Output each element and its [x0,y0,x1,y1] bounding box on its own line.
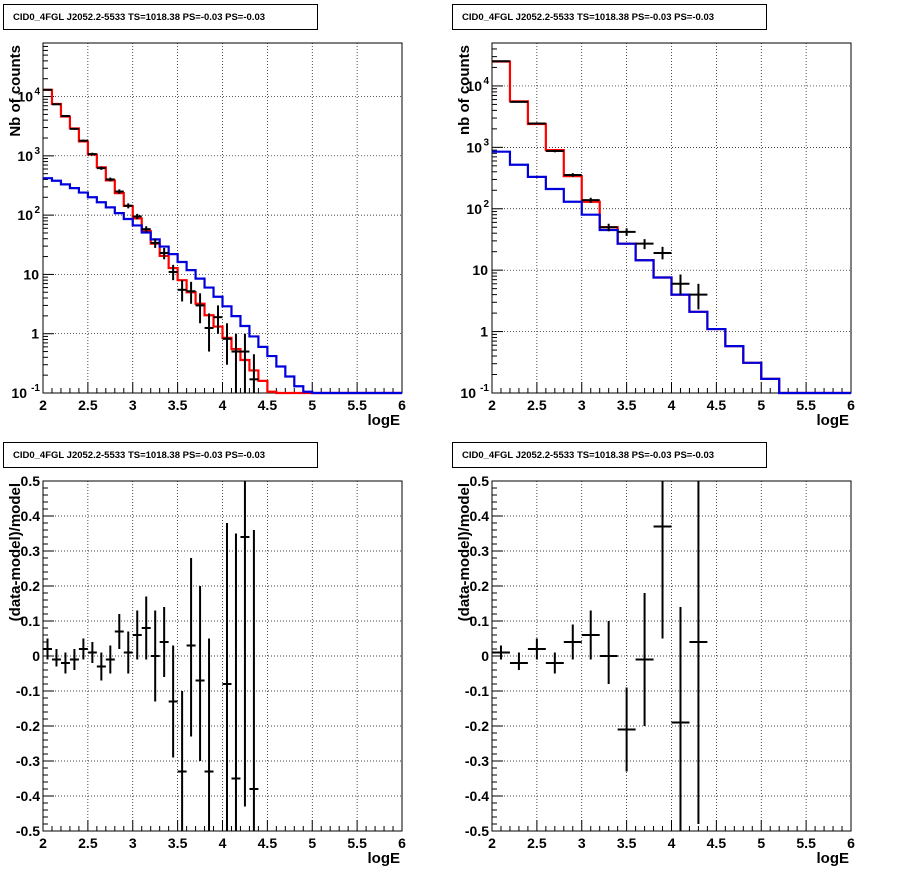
y-tick-label: 0.5 [470,473,490,489]
panel-4-title: CID0_4FGL J2052.2-5533 TS=1018.38 PS=-0.… [452,442,767,468]
panel-3-title: CID0_4FGL J2052.2-5533 TS=1018.38 PS=-0.… [3,442,318,468]
x-tick-label: 2.5 [78,835,98,851]
panel-3: 2 2.5 3 3.5 4 4.5 5 5.5 6 -0.5 -0.4 -0.3 -0.2 -0.1 0 0.… [7,473,406,867]
x-axis-label: logE [817,412,850,429]
panel-1-title: CID0_4FGL J2052.2-5533 TS=1018.38 PS=-0.… [3,4,318,30]
x-tick-label: 6 [398,397,406,413]
y-tick-label: 0.5 [21,473,41,489]
x-tick-label: 3.5 [168,835,188,851]
y-tick-label: -0.1 [16,683,40,699]
x-tick-label: 2.5 [78,397,98,413]
x-tick-label: 5 [757,397,765,413]
x-tick-label: 5 [308,835,316,851]
y-tick-label: 0.1 [470,613,490,629]
y-tick-label: 10 [17,89,33,105]
y-tick-label: 10 [17,148,33,164]
x-tick-label: 2 [39,835,47,851]
x-tick-label: 3 [578,835,586,851]
x-axis-label: logE [368,850,401,867]
panel-4: 2 2.5 3 3.5 4 4.5 5 5.5 6 -0.5 -0.4 -0.3 -0.2 -0.1 0 0.… [456,473,855,867]
x-tick-label: 2.5 [527,835,547,851]
y-tick-label: -0.1 [465,683,489,699]
y-tick-label-exponent: 4 [34,87,40,98]
y-tick-label: 1 [31,326,39,342]
y-tick-label: -0.2 [16,718,40,734]
panel-2-title: CID0_4FGL J2052.2-5533 TS=1018.38 PS=-0.… [452,4,767,30]
y-tick-label: -0.5 [465,823,489,839]
y-tick-label: -0.4 [465,788,489,804]
x-tick-label: 4 [219,397,227,413]
x-tick-label: 5 [757,835,765,851]
y-tick-label-exponent: 3 [483,137,489,148]
y-tick-label: 0.4 [470,508,490,524]
y-axis-label: nb of counts [456,45,473,135]
y-tick-label: 0 [32,648,40,664]
x-tick-label: 6 [847,397,855,413]
x-tick-label: 4.5 [707,835,727,851]
x-tick-label: 4 [668,835,676,851]
x-tick-label: 5 [308,397,316,413]
y-tick-label-exponent: 2 [34,205,40,216]
x-tick-label: 2 [488,835,496,851]
y-tick-label: 10 [466,201,482,217]
x-axis-label: logE [817,850,850,867]
x-tick-label: 5.5 [347,835,367,851]
y-tick-label: 10 [11,385,27,401]
y-tick-label: 0.2 [470,578,490,594]
x-tick-label: 6 [398,835,406,851]
x-tick-label: 3.5 [617,397,637,413]
x-tick-label: 4 [668,397,676,413]
y-tick-label-exponent: 2 [483,199,489,210]
x-tick-label: 2.5 [527,397,547,413]
x-tick-label: 2 [488,397,496,413]
y-tick-label: 0.2 [21,578,41,594]
y-tick-label: 0.3 [470,543,490,559]
x-tick-label: 3 [129,397,137,413]
y-axis-label: (data-model)/model [7,483,24,621]
y-tick-label: 1 [480,324,488,340]
y-tick-label-exponent: -1 [31,383,40,394]
x-tick-label: 3.5 [168,397,188,413]
y-tick-label: -0.3 [465,753,489,769]
series-line-2 [492,150,851,395]
x-tick-label: 4.5 [258,835,278,851]
x-tick-label: 6 [847,835,855,851]
y-axis-label: Nb of counts [7,45,24,137]
y-tick-label: 0.1 [21,613,41,629]
y-tick-label: 10 [23,266,39,282]
x-tick-label: 3 [129,835,137,851]
x-axis-label: logE [368,412,401,429]
x-tick-label: 4.5 [707,397,727,413]
y-tick-label: 0.3 [21,543,41,559]
series-line-2 [43,177,402,395]
x-tick-label: 5.5 [796,835,816,851]
x-tick-label: 4.5 [258,397,278,413]
y-tick-label: 10 [17,207,33,223]
y-axis-label: (data-model)/model [456,483,473,621]
y-tick-label: 10 [466,139,482,155]
x-tick-label: 3.5 [617,835,637,851]
y-tick-label: -0.4 [16,788,40,804]
x-tick-label: 5.5 [347,397,367,413]
y-tick-label: -0.5 [16,823,40,839]
x-tick-label: 3 [578,397,586,413]
y-tick-label: -0.3 [16,753,40,769]
y-tick-label: -0.2 [465,718,489,734]
y-tick-label: 10 [472,262,488,278]
x-tick-label: 2 [39,397,47,413]
y-tick-label: 10 [466,78,482,94]
y-tick-label-exponent: -1 [480,383,489,394]
y-tick-label: 0.4 [21,508,41,524]
y-tick-label: 0 [481,648,489,664]
x-tick-label: 5.5 [796,397,816,413]
y-tick-label-exponent: 3 [34,146,40,157]
x-tick-label: 4 [219,835,227,851]
y-tick-label-exponent: 4 [483,76,489,87]
y-tick-label: 10 [460,385,476,401]
